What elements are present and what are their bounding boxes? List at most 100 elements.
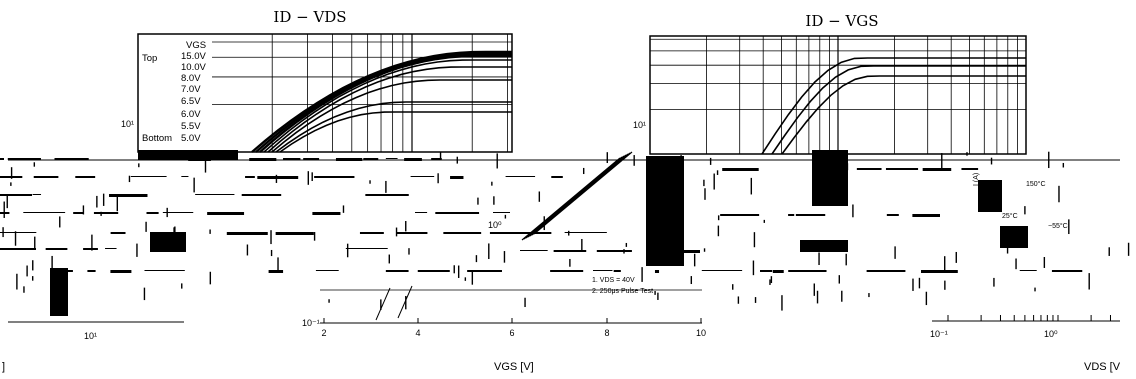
noise-tick <box>166 207 168 218</box>
mid-x-axis-label: VGS [V] <box>494 361 534 373</box>
noise-tick <box>623 249 625 254</box>
mid-x-ticks <box>323 318 702 323</box>
noise-segment <box>315 270 339 271</box>
noise-segment <box>7 158 41 160</box>
noise-segment <box>130 176 167 177</box>
noise-tick <box>654 291 656 295</box>
noise-tick <box>311 172 313 182</box>
right-plot-curves <box>761 57 1026 155</box>
noise-tick <box>944 280 946 290</box>
right-x-tick-label: 10⁰ <box>1044 329 1058 339</box>
noise-tick <box>752 260 755 276</box>
noise-tick <box>524 297 526 308</box>
mid-x-tick-label: 2 <box>321 328 326 338</box>
noise-tick <box>769 279 771 285</box>
noise-segment <box>146 212 159 214</box>
noise-segment <box>596 250 632 252</box>
noise-segment <box>312 212 341 215</box>
noise-tick <box>868 293 870 298</box>
temp-label-m55: −55°C <box>1048 222 1068 230</box>
left-y-tick-label: 10¹ <box>121 119 134 129</box>
noise-tick <box>690 276 693 285</box>
legend-entry: 6.0V <box>181 109 201 120</box>
bottom-left-x-tick: 10¹ <box>84 331 97 341</box>
noise-block <box>800 240 848 252</box>
noise-tick <box>703 248 706 252</box>
right-plot-grid <box>650 36 1026 154</box>
noise-segment <box>314 176 355 178</box>
noise-tick <box>342 205 345 213</box>
noise-tick <box>453 265 455 274</box>
noise-tick <box>31 276 34 281</box>
noise-segment <box>365 194 409 196</box>
noise-tick <box>816 290 819 304</box>
noise-segment <box>385 270 409 272</box>
noise-tick <box>753 232 756 248</box>
noise-segment <box>551 176 563 178</box>
noise-tick <box>204 155 207 173</box>
noise-tick <box>504 214 507 219</box>
output-curve-5.5V <box>275 101 512 153</box>
noise-tick <box>894 246 896 259</box>
noise-segment <box>0 194 33 196</box>
noise-segment <box>564 232 607 233</box>
output-curve-15.0V <box>251 50 512 153</box>
noise-tick <box>993 277 995 287</box>
noise-tick <box>346 243 349 258</box>
noise-segment <box>195 194 235 195</box>
noise-tick <box>405 221 407 232</box>
noise-tick <box>538 191 541 202</box>
noise-tick <box>477 197 479 205</box>
noise-tick <box>277 257 279 271</box>
noise-block <box>150 232 186 252</box>
noise-tick <box>818 252 820 266</box>
noise-tick <box>1015 258 1017 270</box>
noise-tick <box>704 188 706 200</box>
noise-tick <box>380 299 382 310</box>
noise-tick <box>439 151 442 161</box>
bottom-left-fragment: ] <box>2 361 5 373</box>
noise-segment <box>435 212 480 214</box>
noise-segment <box>283 158 301 160</box>
noise-segment <box>83 248 98 250</box>
noise-segment <box>385 158 398 159</box>
noise-segment <box>520 250 548 251</box>
noise-segment <box>45 248 68 250</box>
mid-note: 2. 250μs Pulse Test <box>592 288 653 295</box>
noise-tick <box>10 182 12 186</box>
noise-segment <box>359 232 384 234</box>
right-y-label-rotated: I (A) <box>973 173 980 186</box>
noise-segment <box>443 232 482 234</box>
noise-tick <box>1034 287 1036 292</box>
right-x-ticks <box>947 315 1111 321</box>
transfer-curve <box>761 57 1026 155</box>
mid-note: 1. VDS = 40V <box>592 277 635 284</box>
noise-segment <box>245 176 255 178</box>
noise-segment <box>0 232 37 233</box>
noise-tick <box>464 277 467 281</box>
noise-tick <box>657 292 659 300</box>
noise-tick <box>14 231 17 246</box>
noise-segment <box>553 250 587 252</box>
noise-segment <box>33 176 59 178</box>
noise-segment <box>760 270 773 272</box>
noise-tick <box>770 276 773 284</box>
noise-tick <box>941 153 943 169</box>
noise-tick <box>51 255 53 273</box>
noise-segment <box>613 270 621 272</box>
noise-segment <box>856 168 882 170</box>
noise-tick <box>328 299 330 303</box>
legend-bottom-label: Bottom <box>142 133 172 144</box>
mid-x-tick-label: 4 <box>415 328 420 338</box>
noise-tick <box>781 295 783 311</box>
noise-tick <box>709 157 712 165</box>
noise-tick <box>388 254 390 264</box>
noise-segment <box>961 168 979 170</box>
noise-segment <box>592 270 613 271</box>
noise-tick <box>1062 162 1065 168</box>
noise-segment <box>181 176 189 177</box>
noise-tick <box>270 230 272 245</box>
noise-segment <box>109 194 148 197</box>
noise-tick <box>91 234 93 251</box>
noise-tick <box>763 219 766 223</box>
